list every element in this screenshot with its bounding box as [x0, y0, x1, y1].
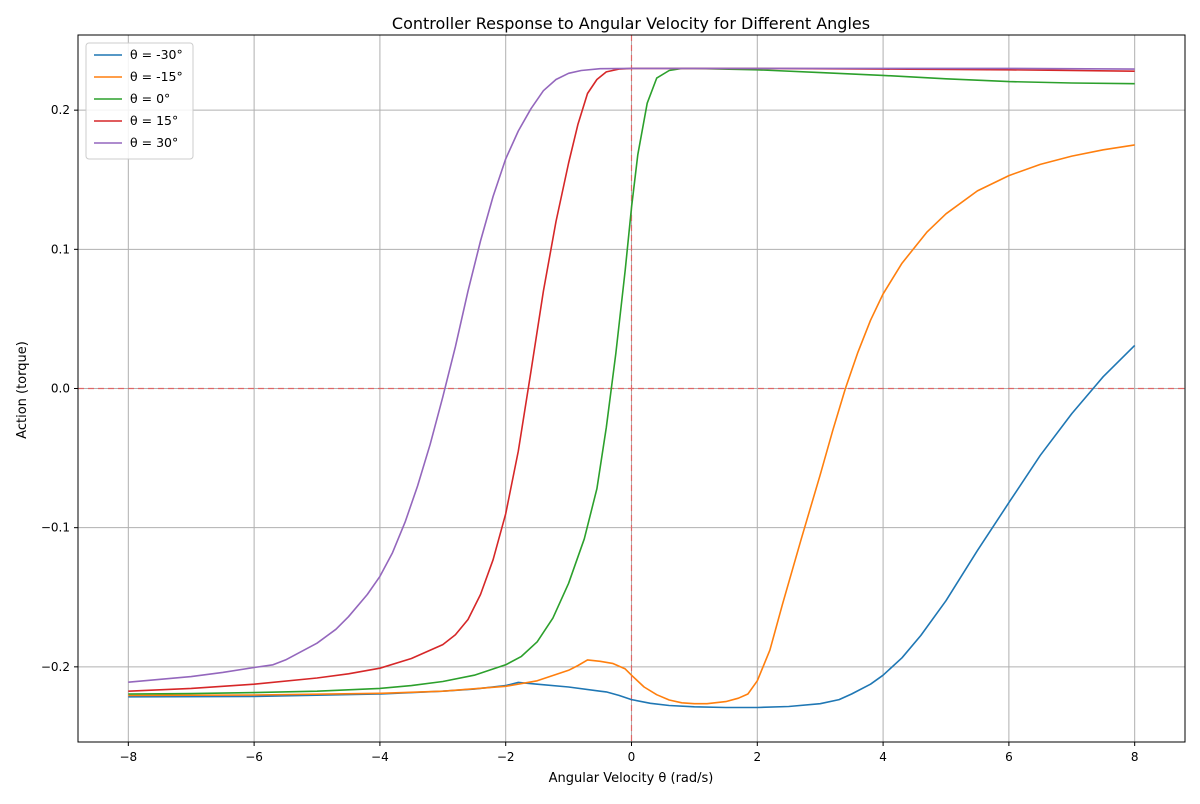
- legend-label: θ = 15°: [130, 113, 178, 128]
- y-axis-label: Action (torque): [15, 341, 30, 439]
- reference-lines: [78, 35, 1185, 742]
- legend-label: θ = 0°: [130, 91, 170, 106]
- x-tick-label: 2: [753, 750, 761, 764]
- y-tick-label: 0.2: [51, 103, 70, 117]
- x-tick-label: 8: [1131, 750, 1139, 764]
- x-tick-label: −8: [119, 750, 137, 764]
- x-tick-label: 6: [1005, 750, 1013, 764]
- series-line-1: [128, 344, 1136, 709]
- x-axis-ticks: −8 −6 −4 −2 0 2 4 6 8: [119, 742, 1139, 764]
- x-tick-label: 4: [879, 750, 887, 764]
- y-tick-label: −0.1: [41, 521, 70, 535]
- series-line-5: [128, 67, 1135, 683]
- x-axis-label: Angular Velocity θ (rad/s): [549, 771, 714, 786]
- legend-label: θ = 30°: [130, 135, 178, 150]
- x-tick-label: 0: [628, 750, 636, 764]
- legend-label: θ = -30°: [130, 47, 183, 62]
- x-tick-label: −6: [245, 750, 263, 764]
- chart-title: Controller Response to Angular Velocity …: [392, 14, 870, 33]
- x-tick-label: −4: [371, 750, 389, 764]
- y-tick-label: −0.2: [41, 660, 70, 674]
- series-lines: [128, 67, 1136, 709]
- legend-label: θ = -15°: [130, 69, 183, 84]
- legend: θ = -30° θ = -15° θ = 0° θ = 15° θ = 30°: [85, 42, 194, 160]
- series-line-3: [128, 67, 1135, 695]
- legend-box: [85, 42, 194, 160]
- y-axis-ticks: −0.2 −0.1 0.0 0.1 0.2: [41, 103, 78, 674]
- y-tick-label: 0.1: [51, 242, 70, 256]
- series-line-2: [128, 144, 1135, 705]
- y-tick-label: 0.0: [51, 382, 70, 396]
- x-tick-label: −2: [497, 750, 515, 764]
